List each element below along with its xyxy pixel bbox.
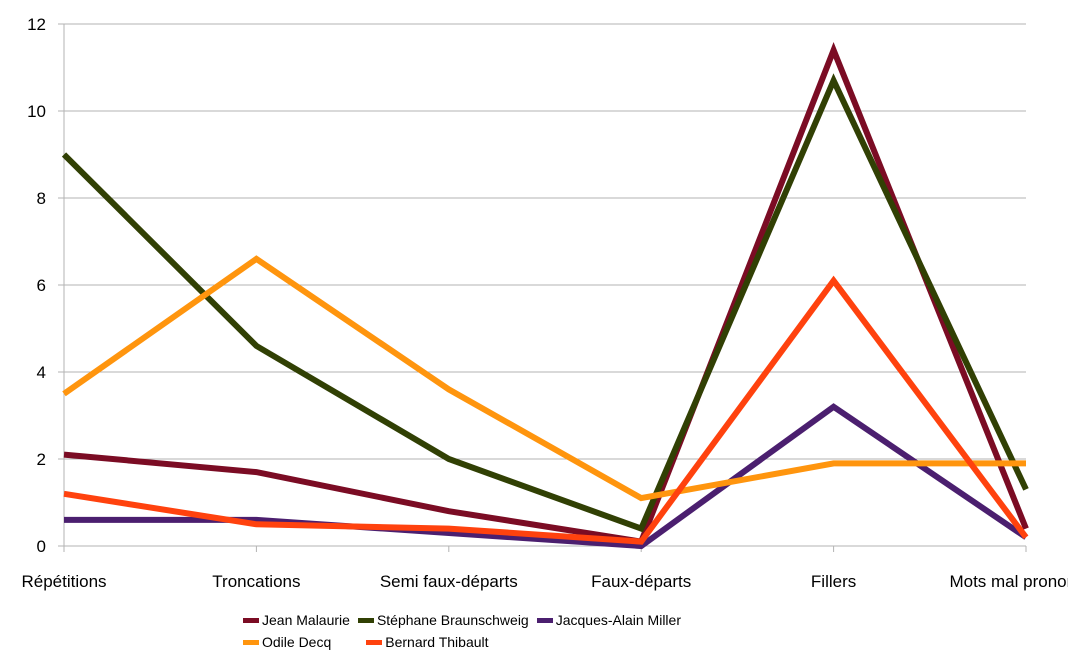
- y-tick-label: 10: [27, 102, 46, 121]
- legend-label: Odile Decq: [262, 634, 332, 650]
- x-tick-label: Troncations: [212, 572, 300, 591]
- y-tick-label: 0: [37, 537, 46, 556]
- axes: [58, 23, 1027, 552]
- y-tick-labels: 0 2 4 6 8 10 12: [27, 15, 46, 556]
- legend-swatch: [536, 617, 553, 623]
- legend-row-2: Odile Decq Bernard Thibault: [243, 631, 863, 653]
- legend-item: Bernard Thibault: [366, 634, 489, 650]
- legend: Jean Malaurie Stéphane Braunschweig Jacq…: [243, 609, 863, 653]
- x-tick-label: Fillers: [811, 572, 856, 591]
- x-tick-label: Faux-départs: [591, 572, 691, 591]
- legend-swatch: [243, 639, 259, 645]
- legend-swatch: [243, 617, 259, 623]
- y-tick-label: 8: [37, 189, 46, 208]
- legend-item: Jean Malaurie: [243, 612, 350, 628]
- legend-label: Jean Malaurie: [262, 612, 350, 628]
- legend-item: Odile Decq: [243, 634, 331, 650]
- x-tick-labels: Répétitions Troncations Semi faux-départs F…: [21, 572, 1068, 591]
- series-line-4: [62, 255, 1026, 502]
- legend-swatch: [357, 617, 374, 623]
- x-tick-label: Mots mal prononcés: [949, 572, 1068, 591]
- y-tick-label: 4: [37, 363, 46, 382]
- legend-row-1: Jean Malaurie Stéphane Braunschweig Jacq…: [243, 609, 863, 631]
- line-chart: 0 2 4 6 8 10 12 Répétitions Troncations Semi fau…: [21, 15, 1068, 591]
- series-line-5: [63, 275, 1029, 545]
- legend-item: Jacques-Alain Miller: [536, 612, 681, 628]
- x-tick-label: Répétitions: [21, 572, 106, 591]
- legend-item: Stéphane Braunschweig: [357, 612, 529, 628]
- legend-label: Stéphane Braunschweig: [376, 612, 529, 628]
- y-tick-label: 6: [37, 276, 46, 295]
- legend-label: Bernard Thibault: [385, 634, 489, 650]
- gridlines: [64, 23, 1026, 460]
- series-line-2: [61, 73, 1029, 533]
- legend-swatch: [366, 639, 383, 645]
- x-tick-label: Semi faux-départs: [380, 572, 518, 591]
- legend-label: Jacques-Alain Miller: [555, 612, 681, 628]
- series-lines: [61, 41, 1029, 550]
- series-line-1: [63, 41, 1029, 545]
- y-tick-label: 2: [37, 450, 46, 469]
- y-tick-label: 12: [27, 15, 46, 34]
